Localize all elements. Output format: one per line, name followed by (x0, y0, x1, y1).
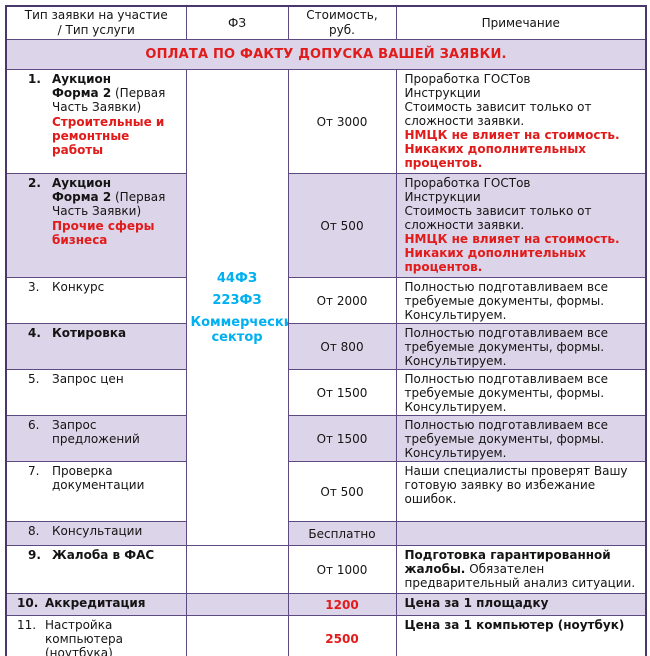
note-bold-text: Подготовка гарантированной жалобы. (404, 548, 611, 576)
service-title: Запрос цен (52, 372, 124, 386)
note-cell: Полностью подготавливаем все требуемые д… (395, 369, 647, 416)
note-cell: Цена за 1 площадку (395, 593, 647, 616)
cost-cell: От 500 (287, 173, 397, 278)
service-title: Котировка (52, 326, 127, 340)
note-cell: Подготовка гарантированной жалобы. Обяза… (395, 545, 647, 594)
row-number: 10. (17, 596, 39, 610)
note-cell: Полностью подготавливаем все требуемые д… (395, 323, 647, 370)
cost-cell: От 1500 (287, 415, 397, 462)
table-row: 3. Конкурс От 2000 Полностью подготавлив… (5, 277, 647, 324)
service-cell: 1. Аукцион Форма 2 (Первая Часть Заявки)… (5, 69, 187, 174)
table-row: 7. Проверка документации От 500 Наши спе… (5, 461, 647, 522)
row-number: 9. (28, 548, 41, 562)
service-cell: 4. Котировка (5, 323, 187, 370)
law-cell-empty (185, 593, 289, 616)
price-table: Тип заявки на участие / Тип услуги ФЗ Ст… (5, 5, 647, 656)
table-row: 9. Жалоба в ФАС От 1000 Подготовка гаран… (5, 545, 647, 594)
service-title: Аукцион Форма 2 (52, 176, 112, 204)
service-cell: 10. Аккредитация (5, 593, 187, 616)
row-number: 7. (28, 464, 40, 478)
note-cell (395, 521, 647, 546)
service-title: Аукцион Форма 2 (52, 72, 112, 100)
note-highlight: НМЦК не влияет на стоимость. Никаких доп… (404, 232, 620, 274)
law-cell-empty (185, 545, 289, 594)
service-cell: 6. Запрос предложений (5, 415, 187, 462)
cost-cell: Бесплатно (287, 521, 397, 546)
service-highlight: Строительные и ремонтные работы (52, 115, 165, 157)
note-text: Обязателен предварительный анализ ситуац… (404, 562, 636, 590)
service-title: Конкурс (52, 280, 105, 294)
law-223fz: 223ФЗ (212, 292, 262, 308)
table-row: 8. Консультации Бесплатно (5, 521, 647, 546)
law-cell-empty (185, 615, 289, 656)
law-44fz: 44ФЗ (216, 270, 258, 286)
service-cell: 3. Конкурс (5, 277, 187, 324)
cost-cell: От 800 (287, 323, 397, 370)
row-number: 11. (17, 618, 37, 632)
note-cell: Проработка ГОСТов Инструкции Стоимость з… (395, 173, 647, 278)
note-cell: Цена за 1 компьютер (ноутбук) (395, 615, 647, 656)
table-header-row: Тип заявки на участие / Тип услуги ФЗ Ст… (5, 5, 647, 40)
cost-cell: От 500 (287, 461, 397, 522)
service-title: Запрос предложений (52, 418, 140, 446)
note-cell: Наши специалисты проверят Вашу готовую з… (395, 461, 647, 522)
payment-banner-row: ОПЛАТА ПО ФАКТУ ДОПУСКА ВАШЕЙ ЗАЯВКИ. (5, 39, 647, 70)
service-title: Консультации (52, 524, 143, 538)
table-row: 6. Запрос предложений От 1500 Полностью … (5, 415, 647, 462)
row-number: 4. (28, 326, 41, 340)
law-cell: 44ФЗ 223ФЗ Коммерческий сектор (185, 69, 289, 546)
cost-cell: От 3000 (287, 69, 397, 174)
cost-cell: От 2000 (287, 277, 397, 324)
service-cell: 7. Проверка документации (5, 461, 187, 522)
row-number: 3. (28, 280, 40, 294)
table-row: 1. Аукцион Форма 2 (Первая Часть Заявки)… (5, 69, 647, 546)
cost-cell: От 1000 (287, 545, 397, 594)
note-text: Проработка ГОСТов Инструкции Стоимость з… (404, 72, 592, 128)
row-number: 6. (28, 418, 40, 432)
law-commercial: Коммерческий сектор (190, 314, 288, 345)
service-cell: 11. Настройка компьютера (ноутбука) (5, 615, 187, 656)
note-cell: Полностью подготавливаем все требуемые д… (395, 277, 647, 324)
service-cell: 2. Аукцион Форма 2 (Первая Часть Заявки)… (5, 173, 187, 278)
cost-cell: 2500 (287, 615, 397, 656)
service-highlight: Прочие сферы бизнеса (52, 219, 155, 247)
row-number: 1. (28, 72, 41, 86)
payment-banner: ОПЛАТА ПО ФАКТУ ДОПУСКА ВАШЕЙ ЗАЯВКИ. (5, 39, 647, 70)
table-row: 4. Котировка От 800 Полностью подготавли… (5, 323, 647, 370)
service-title: Жалоба в ФАС (52, 548, 155, 562)
table-row: 10. Аккредитация 1200 Цена за 1 площадку (5, 593, 647, 616)
row-number: 8. (28, 524, 40, 538)
note-highlight: НМЦК не влияет на стоимость. Никаких доп… (404, 128, 620, 170)
note-cell: Проработка ГОСТов Инструкции Стоимость з… (395, 69, 647, 174)
header-cell-type: Тип заявки на участие / Тип услуги (5, 5, 187, 40)
cost-cell: 1200 (287, 593, 397, 616)
service-cell: 9. Жалоба в ФАС (5, 545, 187, 594)
service-subtitle: (Первая Часть Заявки) (52, 190, 166, 218)
note-text: Проработка ГОСТов Инструкции Стоимость з… (404, 176, 592, 232)
service-title: Настройка компьютера (ноутбука) (45, 618, 124, 656)
service-title: Аккредитация (45, 596, 146, 610)
row-number: 2. (28, 176, 41, 190)
table-row: 5. Запрос цен От 1500 Полностью подготав… (5, 369, 647, 416)
service-cell: 5. Запрос цен (5, 369, 187, 416)
note-cell: Полностью подготавливаем все требуемые д… (395, 415, 647, 462)
header-cell-note: Примечание (395, 5, 647, 40)
service-title: Проверка документации (52, 464, 145, 492)
cost-cell: От 1500 (287, 369, 397, 416)
header-cell-cost: Стоимость, руб. (287, 5, 397, 40)
service-cell: 8. Консультации (5, 521, 187, 546)
service-subtitle: (Первая Часть Заявки) (52, 86, 166, 114)
row-number: 5. (28, 372, 40, 386)
header-cell-law: ФЗ (185, 5, 289, 40)
table-row: 11. Настройка компьютера (ноутбука) 2500… (5, 615, 647, 656)
table-row: 2. Аукцион Форма 2 (Первая Часть Заявки)… (5, 173, 647, 278)
